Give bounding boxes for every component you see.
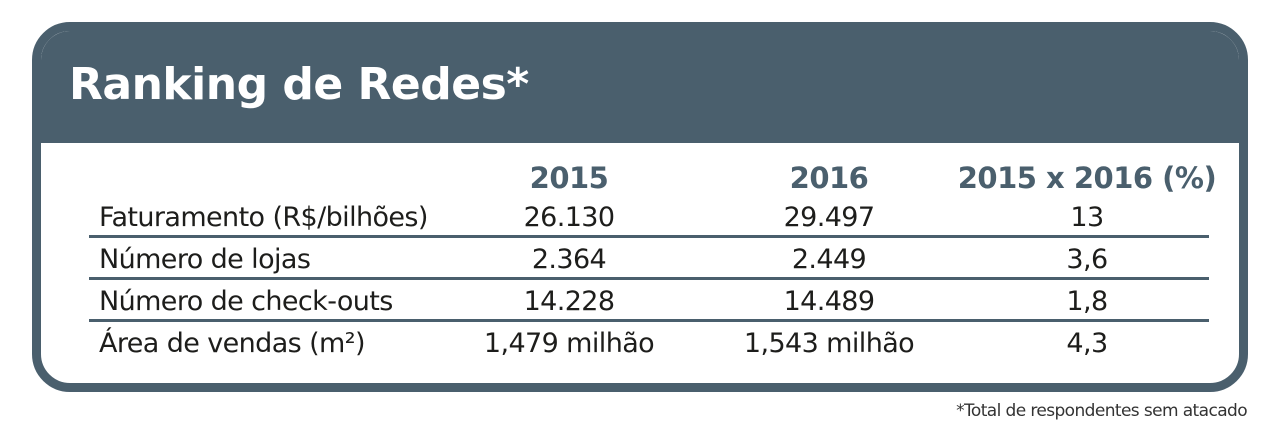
footnote: *Total de respondentes sem atacado xyxy=(956,401,1248,421)
data-table: 2015 2016 2015 x 2016 (%) Faturamento (R$/b… xyxy=(41,143,1239,383)
table-cell: 2.449 xyxy=(791,244,867,275)
column-header-3: 2015 x 2016 (%) xyxy=(957,161,1217,195)
table-cell: 1,543 milhão xyxy=(743,328,915,359)
chart-title: Ranking de Redes* xyxy=(69,59,529,110)
table-row: Faturamento (R$/bilhões) 26.130 29.497 13 xyxy=(89,199,1209,237)
card-header: Ranking de Redes* xyxy=(41,31,1239,143)
row-divider xyxy=(89,319,1209,322)
row-divider xyxy=(89,235,1209,238)
table-cell: 1,479 milhão xyxy=(483,328,655,359)
table-cell: 1,8 xyxy=(1066,286,1108,317)
table-cell: 4,3 xyxy=(1066,328,1108,359)
ranking-card: Ranking de Redes* 2015 2016 2015 x 2016 (%… xyxy=(32,22,1248,392)
table-row: Número de lojas 2.364 2.449 3,6 xyxy=(89,241,1209,279)
row-label: Número de lojas xyxy=(99,244,311,275)
table-cell: 29.497 xyxy=(783,202,875,233)
table-cell: 13 xyxy=(1070,202,1104,233)
table-cell: 14.228 xyxy=(523,286,615,317)
table-cell: 3,6 xyxy=(1066,244,1108,275)
row-label: Área de vendas (m²) xyxy=(99,328,365,359)
column-header-2: 2016 xyxy=(789,161,869,195)
table-row: Número de check-outs 14.228 14.489 1,8 xyxy=(89,283,1209,321)
row-label: Faturamento (R$/bilhões) xyxy=(99,202,428,233)
table-cell: 26.130 xyxy=(523,202,615,233)
table-cell: 2.364 xyxy=(531,244,607,275)
table-cell: 14.489 xyxy=(783,286,875,317)
row-divider xyxy=(89,277,1209,280)
table-row: Área de vendas (m²) 1,479 milhão 1,543 mil… xyxy=(89,325,1209,363)
column-header-1: 2015 xyxy=(529,161,609,195)
row-label: Número de check-outs xyxy=(99,286,393,317)
